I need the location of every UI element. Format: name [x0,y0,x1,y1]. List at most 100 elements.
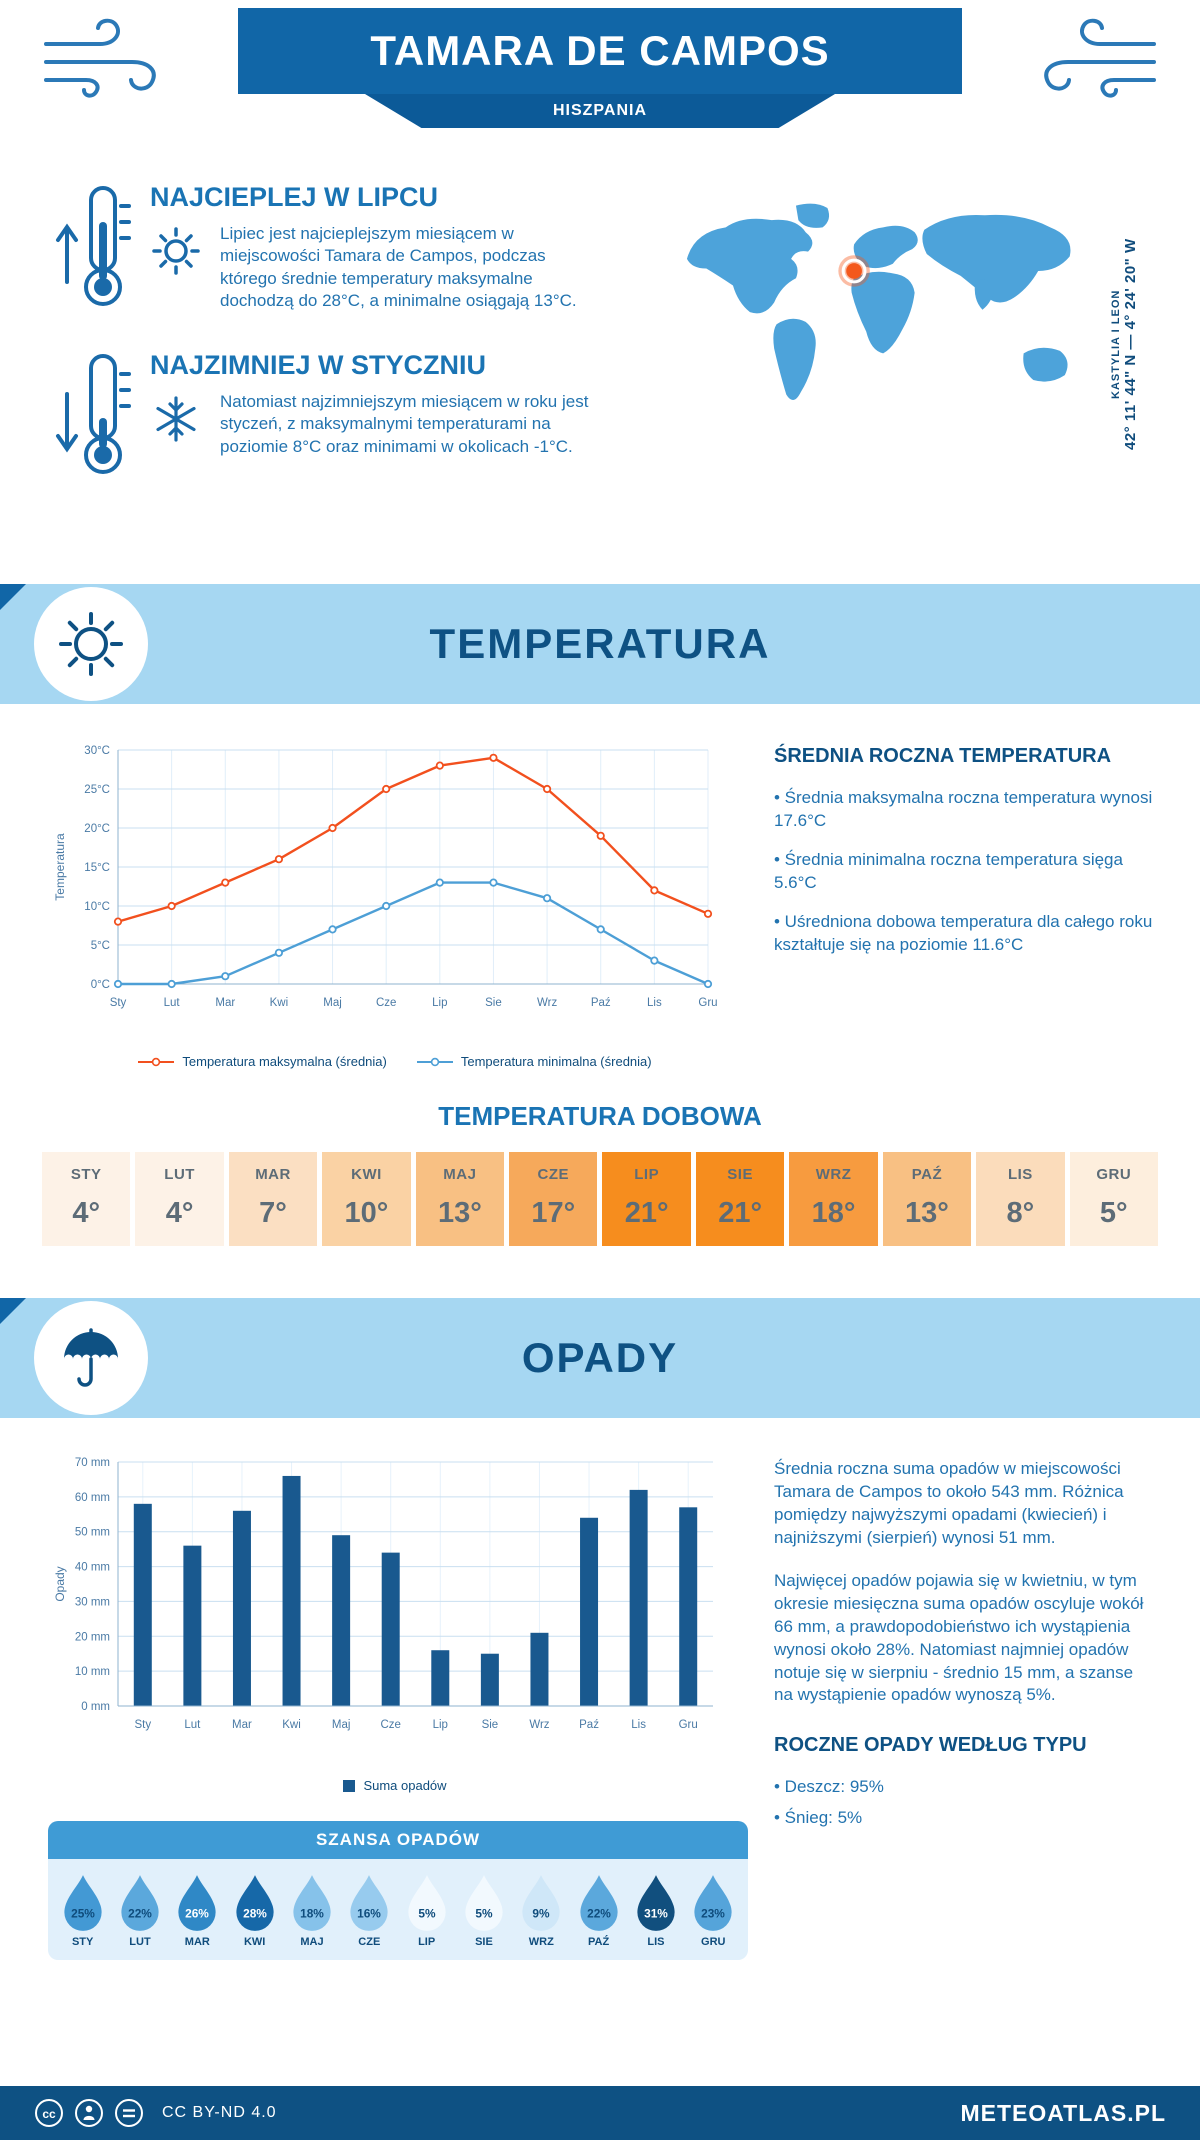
svg-text:cc: cc [42,2107,56,2121]
precipitation-summary: Średnia roczna suma opadów w miejscowośc… [774,1448,1156,1960]
cc-icon: cc [35,2099,63,2127]
thermometer-down-icon [50,350,150,482]
svg-text:5°C: 5°C [91,940,110,952]
svg-text:22%: 22% [587,1906,611,1920]
daily-temp-month: LIS [1007,1166,1033,1183]
daily-temp-value: 4° [165,1197,194,1229]
svg-text:Paź: Paź [591,997,611,1009]
precipitation-content: 0 mm 10 mm 20 mm 30 mm 40 mm 50 mm 60 mm 70 mm S… [0,1418,1200,1960]
chance-drop-month: LIS [647,1936,665,1948]
daily-temp-cell: KWI 10° [322,1152,411,1246]
svg-text:20 mm: 20 mm [75,1631,110,1643]
license-group: cc CC BY-ND 4.0 [34,2098,277,2128]
svg-text:Maj: Maj [323,997,342,1009]
sun-banner-icon [59,612,123,676]
daily-temp-value: 17° [531,1197,576,1229]
water-drop-icon: 26% [178,1875,216,1931]
precipitation-paragraph-1: Średnia roczna suma opadów w miejscowośc… [774,1459,1124,1547]
location-marker [838,255,870,287]
snowflake-icon [150,391,204,458]
svg-text:Lut: Lut [184,1719,201,1731]
svg-text:Temperatura: Temperatura [53,833,67,901]
svg-text:25°C: 25°C [84,784,110,796]
umbrella-icon [64,1328,118,1387]
chance-drop: 31% LIS [633,1873,679,1948]
svg-text:5%: 5% [475,1906,493,1920]
precipitation-banner-icon [34,1301,148,1415]
chance-drop: 5% LIP [404,1873,450,1948]
subtitle-ribbon: HISZPANIA [365,94,835,128]
daily-temp-cell: LIS 8° [976,1152,1065,1246]
legend-item: Temperatura maksymalna (średnia) [138,1054,387,1069]
chance-drop: 22% PAŹ [576,1873,622,1948]
svg-text:Opady: Opady [53,1566,67,1601]
svg-text:Wrz: Wrz [529,1719,549,1731]
daily-temp-month: GRU [1096,1166,1132,1183]
svg-text:10°C: 10°C [84,901,110,913]
daily-temp-value: 10° [344,1197,389,1229]
highlight-cold-title: NAJZIMNIEJ W STYCZNIU [150,350,487,380]
chance-drop-month: MAR [184,1936,210,1948]
svg-text:Gru: Gru [679,1719,698,1731]
svg-text:0°C: 0°C [91,979,110,991]
svg-text:Sty: Sty [110,997,127,1009]
chance-panel: SZANSA OPADÓW 25% STY 22% LUT 26% MAR 28% KWI 18… [48,1821,748,1960]
svg-text:Paź: Paź [579,1719,599,1731]
temperature-summary-bullet: • Średnia minimalna roczna temperatura s… [774,849,1123,892]
chance-banner-title: SZANSA OPADÓW [315,1830,481,1849]
daily-temp-month: WRZ [815,1166,852,1183]
water-drop-icon: 5% [408,1875,446,1931]
daily-temp-cell: CZE 17° [509,1152,598,1246]
no-derivatives-nd-icon [115,2099,143,2127]
svg-text:10 mm: 10 mm [75,1666,110,1678]
coordinates-label: 42° 11' 44" N — 4° 24' 20" W [1122,238,1139,450]
daily-temperature-table: STY 4° LUT 4° MAR 7° KWI 10° MAJ 13° CZE 17° LIP 21° S… [42,1152,1158,1246]
svg-text:Lip: Lip [432,997,447,1009]
svg-text:20°C: 20°C [84,823,110,835]
precipitation-type-title: ROCZNE OPADY WEDŁUG TYPU [774,1734,1087,1757]
svg-text:23%: 23% [701,1906,725,1920]
precipitation-type-bullets: • Deszcz: 95% • Śnieg: 5% [774,1776,1156,1830]
svg-text:15°C: 15°C [84,862,110,874]
daily-temp-cell: STY 4° [42,1152,131,1246]
thermometer-up-icon [50,182,150,314]
svg-text:Kwi: Kwi [270,997,289,1009]
svg-text:31%: 31% [644,1906,668,1920]
chance-drop: 9% WRZ [518,1873,564,1948]
daily-temp-cell: LUT 4° [135,1152,224,1246]
chance-drop-month: GRU [701,1936,726,1948]
daily-temp-value: 13° [905,1197,949,1229]
chance-drop-month: STY [71,1936,94,1948]
water-drop-icon: 22% [579,1875,618,1931]
daily-temp-month: STY [70,1166,102,1183]
chance-drop: 22% LUT [117,1873,163,1948]
chance-drop: 16% CZE [346,1873,392,1948]
attribution-by-icon [75,2099,103,2127]
highlight-cold-text: Natomiast najzimniejszym miesiącem w rok… [220,392,589,456]
daily-temp-month: LUT [164,1166,195,1183]
precipitation-type-bullet: • Śnieg: 5% [774,1808,863,1828]
license-label: CC BY-ND 4.0 [162,2104,277,2121]
highlight-warm-body: NAJCIEPLEJ W LIPCU Lipiec jest najci [150,182,590,314]
page-subtitle: HISZPANIA [552,102,648,119]
water-drop-icon: 31% [637,1875,675,1931]
temperature-banner: TEMPERATURA [0,584,1200,704]
water-drop-icon: 28% [236,1875,274,1931]
svg-text:Sty: Sty [134,1719,151,1731]
daily-temp-cell: PAŹ 13° [882,1152,972,1246]
title-banner: TAMARA DE CAMPOS [238,8,962,94]
temperature-summary-bullet: • Uśredniona dobowa temperatura dla całe… [774,911,1153,954]
svg-text:5%: 5% [418,1906,436,1920]
daily-temp-cell: SIE 21° [695,1152,785,1246]
world-map [686,203,1071,401]
svg-text:22%: 22% [128,1906,152,1920]
brand-label: METEOATLAS.PL [960,2099,1166,2126]
daily-temperature-title: TEMPERATURA DOBOWA [438,1101,762,1131]
highlights-column: NAJCIEPLEJ W LIPCU Lipiec jest najci [50,182,662,570]
temperature-chart-legend: Temperatura maksymalna (średnia) Temperat… [48,1054,742,1069]
daily-temp-value: 5° [1099,1197,1128,1229]
precipitation-chart-legend: Suma opadów [48,1778,742,1793]
chance-drop-month: MAJ [300,1936,324,1948]
daily-temp-cell: LIP 21° [602,1152,691,1246]
